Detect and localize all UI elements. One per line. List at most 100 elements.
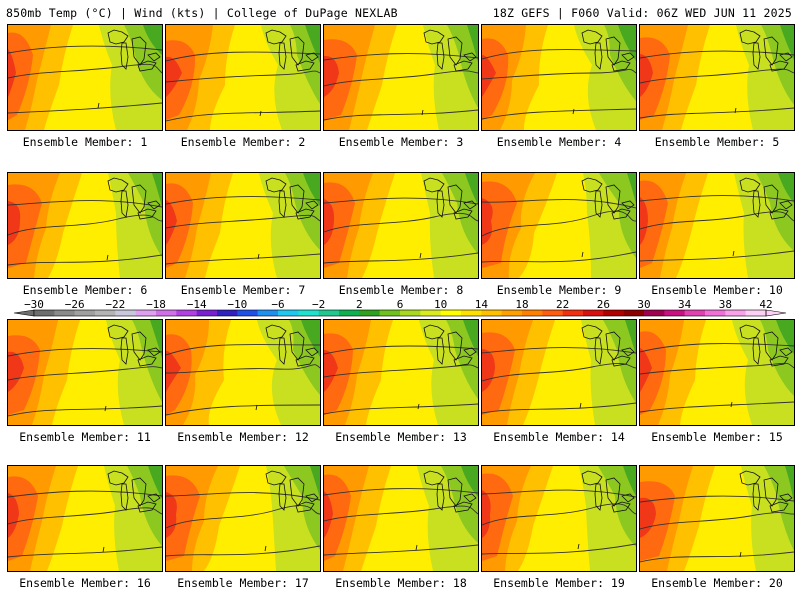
colorbar-tick-label: 34 [678,298,692,311]
temp-field-cooler [598,466,636,547]
colorbar-tick-label: 14 [475,298,489,311]
colorbar-swatch [54,310,75,316]
panel-caption: Ensemble Member: 3 [338,135,464,149]
wind-barb [577,543,580,550]
colorbar-swatch [420,310,441,316]
isotherm [640,195,794,202]
isotherm [166,404,320,416]
colorbar-tick-label: 38 [719,298,732,311]
panel-caption: Ensemble Member: 6 [22,283,148,297]
temp-field-coolest [785,466,794,504]
temp-field-hot [324,182,355,268]
great-lakes-outline [107,324,161,367]
panel-caption: Ensemble Member: 1 [22,135,148,149]
temp-field-coolest [463,320,478,356]
temp-field-hottest [640,348,652,392]
great-lakes-outline [107,470,161,513]
great-lakes-outline [265,177,319,220]
isotherm [166,70,320,83]
wind-barb [106,254,109,261]
ensemble-panel-17 [165,465,321,572]
wind-barb [415,544,418,551]
colorbar-swatch [74,310,96,316]
temp-field-coolest [467,25,478,62]
isotherm [166,344,320,356]
panel-caption: Ensemble Member: 14 [493,430,625,444]
great-lakes-outline [107,29,161,72]
colorbar-swatch [725,310,746,316]
colorbar-swatch [237,310,258,316]
wind-barb [421,109,424,116]
colorbar-swatch [522,310,543,316]
wind-barb [417,403,420,410]
ensemble-panel-4 [481,24,637,131]
colorbar-swatch [603,310,624,316]
temp-field-cooler [761,25,794,105]
temp-field-hot [166,334,192,415]
isotherm [324,364,478,378]
isotherm [640,107,794,119]
great-lakes-outline [423,177,477,220]
temp-field-hot [640,180,668,268]
wind-barb [739,551,742,558]
great-lakes-outline [265,470,319,513]
colorbar-swatch [339,310,360,316]
isotherm [482,347,636,354]
isotherm [324,488,478,496]
isotherm [166,196,320,205]
ensemble-panel-18 [323,465,479,572]
temp-field-cooler [447,25,478,108]
wind-barb [257,253,260,260]
colorbar-tick-label: −2 [312,298,325,311]
isotherm [8,214,162,236]
temp-field-coolest [150,320,162,358]
ensemble-panel-7 [165,172,321,279]
temp-field-cooler [446,320,478,399]
colorbar-tick-label: 42 [759,298,772,311]
great-lakes-outline [581,29,635,72]
temp-field-cooler [127,466,162,546]
colorbar-tick-label: 22 [556,298,569,311]
isotherm [166,51,320,62]
temp-field-coolest [152,173,162,207]
temp-field-hottest [8,351,24,392]
temp-field-hottest [640,54,653,97]
isotherm [482,489,636,498]
colorbar-swatch [481,310,502,316]
temp-field-hot [324,474,351,561]
panel-caption: Ensemble Member: 10 [651,283,783,297]
isotherm [324,70,478,87]
great-lakes-outline [107,177,161,220]
colorbar-swatch [156,310,177,316]
colorbar-swatch [501,310,523,316]
panel-caption: Ensemble Member: 4 [496,135,622,149]
wind-barb [104,405,107,412]
temp-field-coolest [148,466,162,499]
great-lakes-outline [423,324,477,367]
isotherm [482,49,636,60]
temp-field-hottest [324,55,339,97]
isotherm [324,109,478,121]
ensemble-panel-19 [481,465,637,572]
isotherm [8,254,162,266]
wind-barb [734,107,737,114]
isotherm [482,543,636,555]
colorbar-svg: −30 −26 −22 −18 −14 −10 −6 −2 2 6 10 14 18 22 26 30 34 38… [13,298,787,317]
temp-field-hot [8,32,33,120]
colorbar-tick-label: −10 [227,298,247,311]
temp-field-hot [640,37,670,120]
ensemble-panel-10 [639,172,795,279]
panel-caption: Ensemble Member: 8 [338,283,464,297]
temp-field-coolest [618,25,636,61]
panel-caption: Ensemble Member: 20 [651,576,783,590]
colorbar-border [33,309,767,317]
temp-field-coolest [623,466,636,496]
isotherm [8,507,162,525]
colorbar-swatch [318,310,340,316]
isotherm [324,403,478,415]
colorbar-swatch [135,310,157,316]
colorbar-swatch [562,310,584,316]
colorbar-tick-label: 10 [434,298,447,311]
isotherm [324,53,478,61]
colorbar-tick-label: 18 [515,298,528,311]
